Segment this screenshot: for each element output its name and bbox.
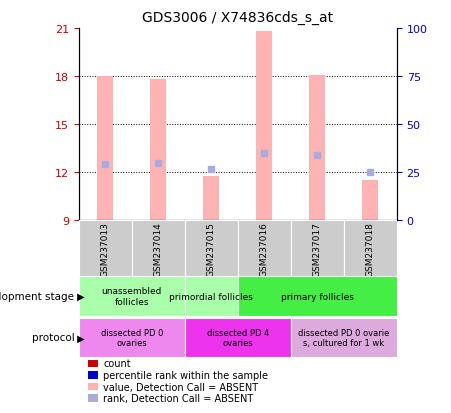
Bar: [79, 221, 132, 277]
Bar: [97, 77, 113, 221]
Text: ▶: ▶: [74, 332, 85, 343]
Text: dissected PD 0
ovaries: dissected PD 0 ovaries: [101, 328, 163, 347]
Bar: [185, 221, 238, 277]
Text: GSM237017: GSM237017: [313, 221, 322, 276]
Text: ▶: ▶: [74, 291, 85, 301]
Bar: [132, 221, 185, 277]
Title: GDS3006 / X74836cds_s_at: GDS3006 / X74836cds_s_at: [143, 11, 333, 25]
Bar: [344, 221, 397, 277]
Bar: [257, 32, 272, 221]
Text: dissected PD 0 ovarie
s, cultured for 1 wk: dissected PD 0 ovarie s, cultured for 1 …: [298, 328, 390, 347]
Text: GSM237014: GSM237014: [154, 221, 163, 276]
Text: rank, Detection Call = ABSENT: rank, Detection Call = ABSENT: [103, 393, 253, 403]
Bar: [79, 277, 185, 316]
Text: development stage: development stage: [0, 291, 74, 301]
Bar: [203, 176, 219, 221]
Bar: [151, 80, 166, 221]
Text: primordial follicles: primordial follicles: [170, 292, 253, 301]
Text: count: count: [103, 358, 131, 368]
Bar: [291, 318, 397, 357]
Text: unassembled
follicles: unassembled follicles: [102, 287, 162, 306]
Bar: [238, 277, 397, 316]
Bar: [79, 318, 185, 357]
Text: protocol: protocol: [32, 332, 74, 343]
Text: value, Detection Call = ABSENT: value, Detection Call = ABSENT: [103, 382, 258, 392]
Bar: [363, 181, 378, 221]
Text: dissected PD 4
ovaries: dissected PD 4 ovaries: [207, 328, 269, 347]
Text: GSM237016: GSM237016: [260, 221, 269, 276]
Bar: [309, 75, 325, 221]
Bar: [185, 277, 238, 316]
Text: primary follicles: primary follicles: [281, 292, 354, 301]
Text: percentile rank within the sample: percentile rank within the sample: [103, 370, 268, 380]
Text: GSM237015: GSM237015: [207, 221, 216, 276]
Bar: [291, 221, 344, 277]
Text: GSM237018: GSM237018: [366, 221, 375, 276]
Bar: [238, 221, 291, 277]
Text: GSM237013: GSM237013: [101, 221, 110, 276]
Bar: [185, 318, 291, 357]
